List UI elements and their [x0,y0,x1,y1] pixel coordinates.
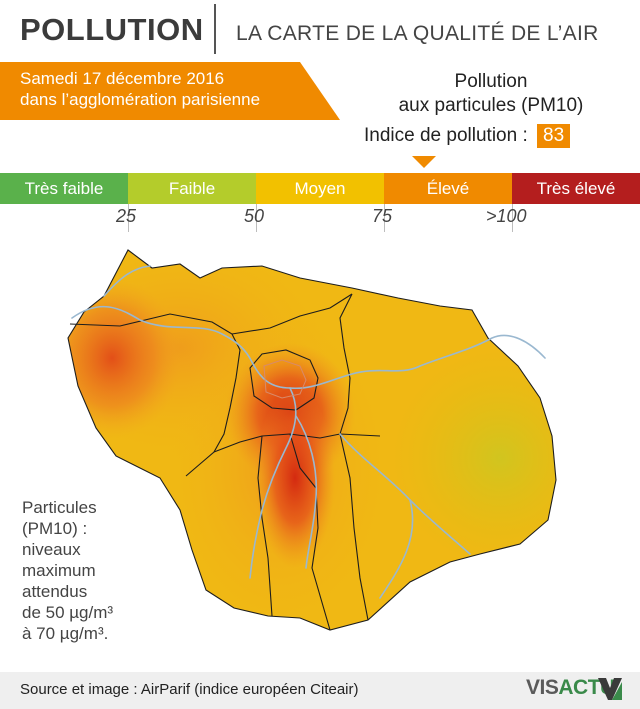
date-banner-shape [0,62,340,120]
note-line: niveaux [22,540,81,559]
pollution-index: Indice de pollution : 83 [364,124,571,148]
scale-tick [256,204,257,232]
scale-very-low: Très faible [0,173,128,204]
threshold-50: 50 [244,206,265,226]
page-title: POLLUTION [20,12,204,47]
date-banner-text: Samedi 17 décembre 2016 dans l’aggloméra… [20,68,260,110]
scale-very-high: Très élevé [512,173,640,204]
pollution-scale: Très faible Faible Moyen Élevé Très élev… [0,173,640,204]
rivers [71,265,546,599]
index-pointer-icon [412,156,436,168]
pollutant-box: Pollution aux particules (PM10) [360,70,622,118]
particles-note: Particules (PM10) : niveaux maximum atte… [22,497,162,644]
pollution-map [67,249,557,631]
note-line: (PM10) : [22,519,88,538]
scale-ticks [0,204,640,232]
pollution-index-separator: : [522,125,528,146]
date-banner [0,62,340,120]
threshold-100: >100 [486,206,527,226]
note-line: maximum [22,561,96,580]
scale-high: Élevé [384,173,512,204]
source-credit: Source et image : AirParif (indice europ… [20,681,359,698]
scale-tick [512,204,513,232]
threshold-25: 25 [116,206,137,226]
scale-medium: Moyen [256,173,384,204]
note-line: de 50 µg/m³ [22,603,114,622]
scale-tick [128,204,129,232]
note-line: attendus [22,582,88,601]
pollutant-line-2: aux particules (PM10) [398,95,584,116]
threshold-75: 75 [372,206,393,226]
pollutant-line-1: Pollution [454,71,528,92]
scale-tick [384,204,385,232]
scale-low: Faible [128,173,256,204]
pollution-index-value: 83 [537,124,571,148]
location-line: dans l’agglomération parisienne [20,90,261,109]
title-separator [214,4,216,54]
note-line: à 70 µg/m³. [22,624,109,643]
brand-mark-icon [598,678,622,700]
brand-logo-part: VIS [526,676,559,699]
footer [0,672,640,709]
department-borders [67,249,557,631]
page-subtitle: LA CARTE DE LA QUALITÉ DE L’AIR [236,22,599,45]
pollution-index-label: Indice de pollution [364,125,518,146]
header: POLLUTION LA CARTE DE LA QUALITÉ DE L’AI… [0,0,640,62]
date-line: Samedi 17 décembre 2016 [20,69,225,88]
note-line: Particules [22,498,97,517]
paris-inner-ring [263,359,307,399]
